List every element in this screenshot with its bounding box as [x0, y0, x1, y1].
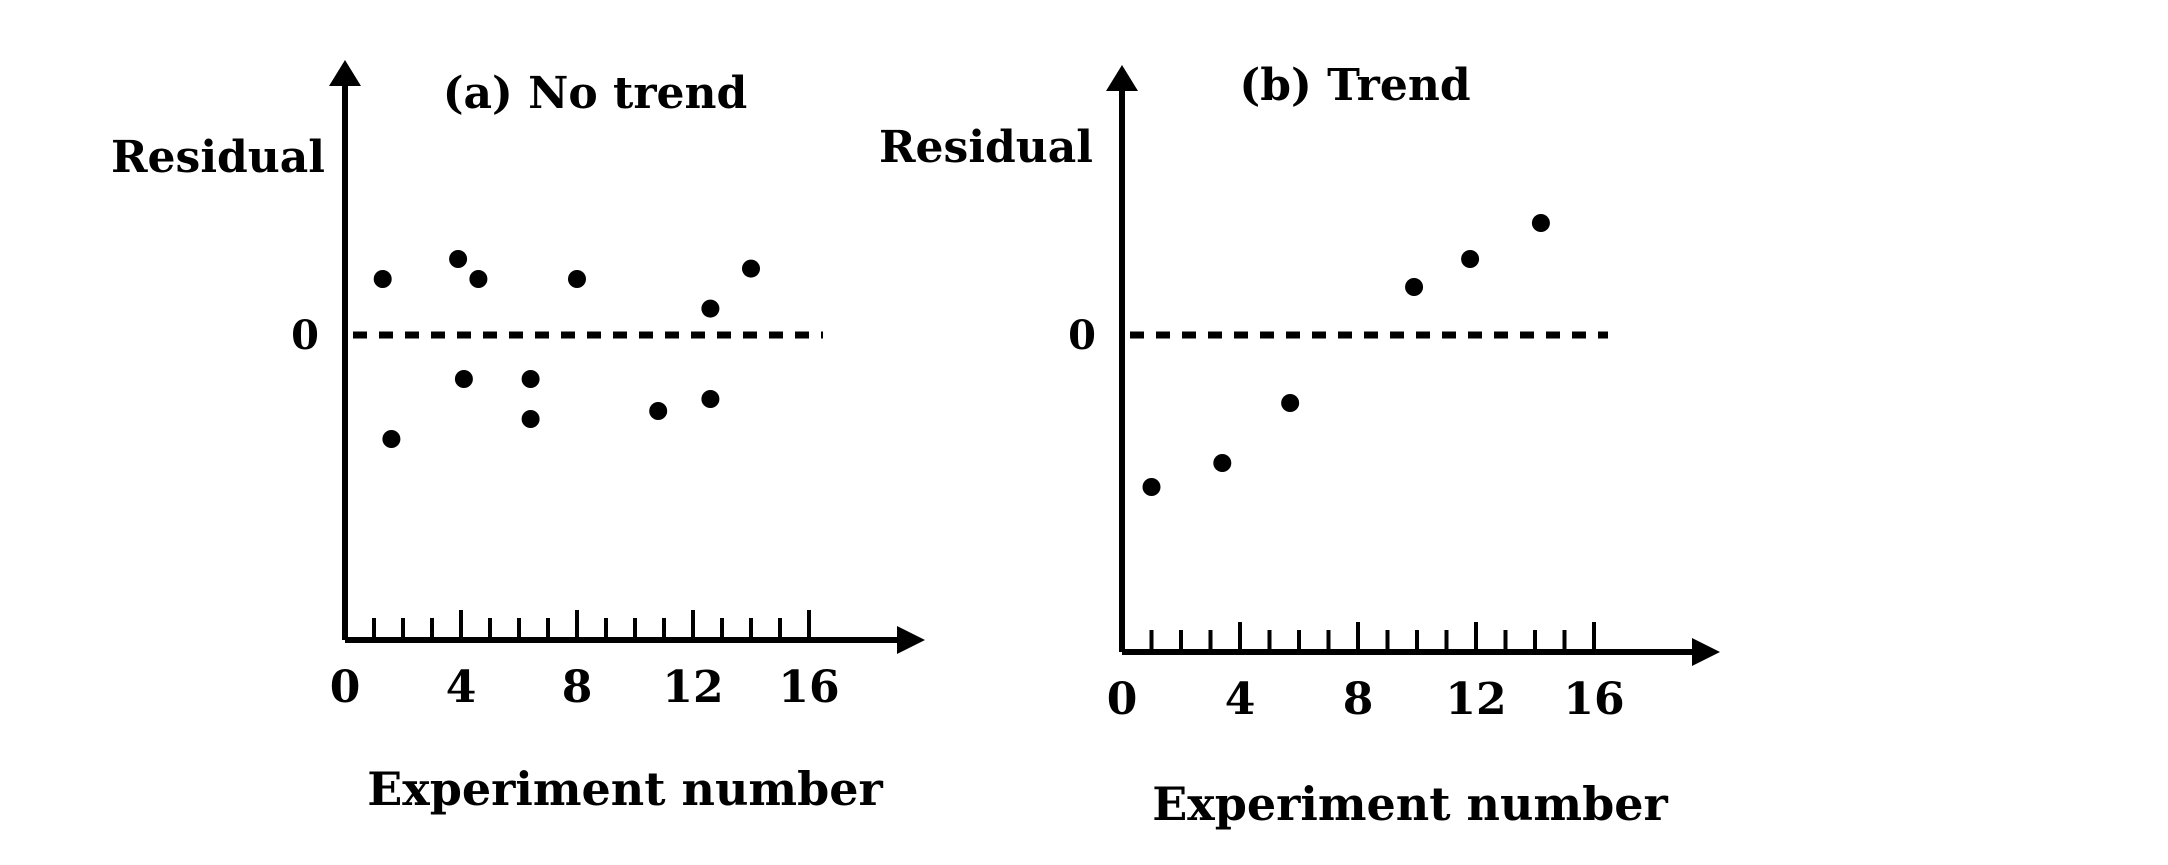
panel-b-data-point	[1405, 278, 1424, 296]
panel-a-data-point	[382, 430, 401, 448]
panel-a-data-point	[521, 370, 540, 388]
panel-a: (a) No trend Residual Experiment number …	[111, 60, 925, 816]
panel-a-data-point	[454, 370, 473, 388]
panel-a-x-axis-arrow	[897, 626, 925, 654]
panel-a-x-tick-label: 12	[662, 662, 723, 713]
panel-a-data-point	[701, 299, 720, 318]
panel-b-zero-label: 0	[1068, 312, 1096, 359]
panel-b: (b) Trend Residual Experiment number 0 4 8…	[879, 60, 1720, 831]
panel-b-data-point	[1142, 478, 1161, 496]
panel-a-data-point	[521, 410, 540, 428]
panel-b-x-axis-arrow	[1692, 638, 1720, 666]
panel-b-data-point	[1531, 214, 1550, 232]
panel-a-y-axis-arrow	[329, 60, 361, 86]
panel-a-x-tick-label: 4	[446, 662, 477, 713]
panel-b-y-axis-label: Residual	[879, 122, 1093, 173]
panel-b-data-point	[1461, 250, 1480, 268]
panel-b-data-point	[1281, 394, 1300, 412]
panel-a-data-point	[373, 270, 392, 288]
panel-b-x-tick-label: 4	[1225, 674, 1256, 725]
panel-a-x-tick-label: 16	[778, 662, 839, 713]
panel-b-x-tick-label: 12	[1445, 674, 1506, 725]
panel-a-title: (a) No trend	[443, 68, 748, 119]
panel-a-data-point	[742, 259, 760, 278]
panel-a-zero-label: 0	[291, 312, 319, 359]
panel-a-x-tick-label: 8	[562, 662, 593, 713]
panel-b-x-tick-label: 16	[1563, 674, 1624, 725]
panel-b-x-axis-label: Experiment number	[1152, 777, 1668, 831]
panel-a-data-point	[701, 390, 720, 408]
panel-a-x-tick-label: 0	[330, 662, 361, 713]
panel-a-data-point	[649, 402, 668, 420]
panel-a-x-axis-label: Experiment number	[367, 762, 883, 816]
panel-a-data-point	[449, 250, 468, 268]
panel-b-title: (b) Trend	[1239, 60, 1470, 111]
panel-a-data-point	[568, 270, 586, 288]
panel-a-y-axis-label: Residual	[111, 132, 325, 183]
panel-b-x-tick-label: 0	[1107, 674, 1138, 725]
panel-a-data-point	[469, 270, 488, 288]
panel-b-y-axis-arrow	[1106, 65, 1138, 91]
panel-b-x-tick-label: 8	[1343, 674, 1374, 725]
panel-b-data-point	[1213, 454, 1232, 472]
